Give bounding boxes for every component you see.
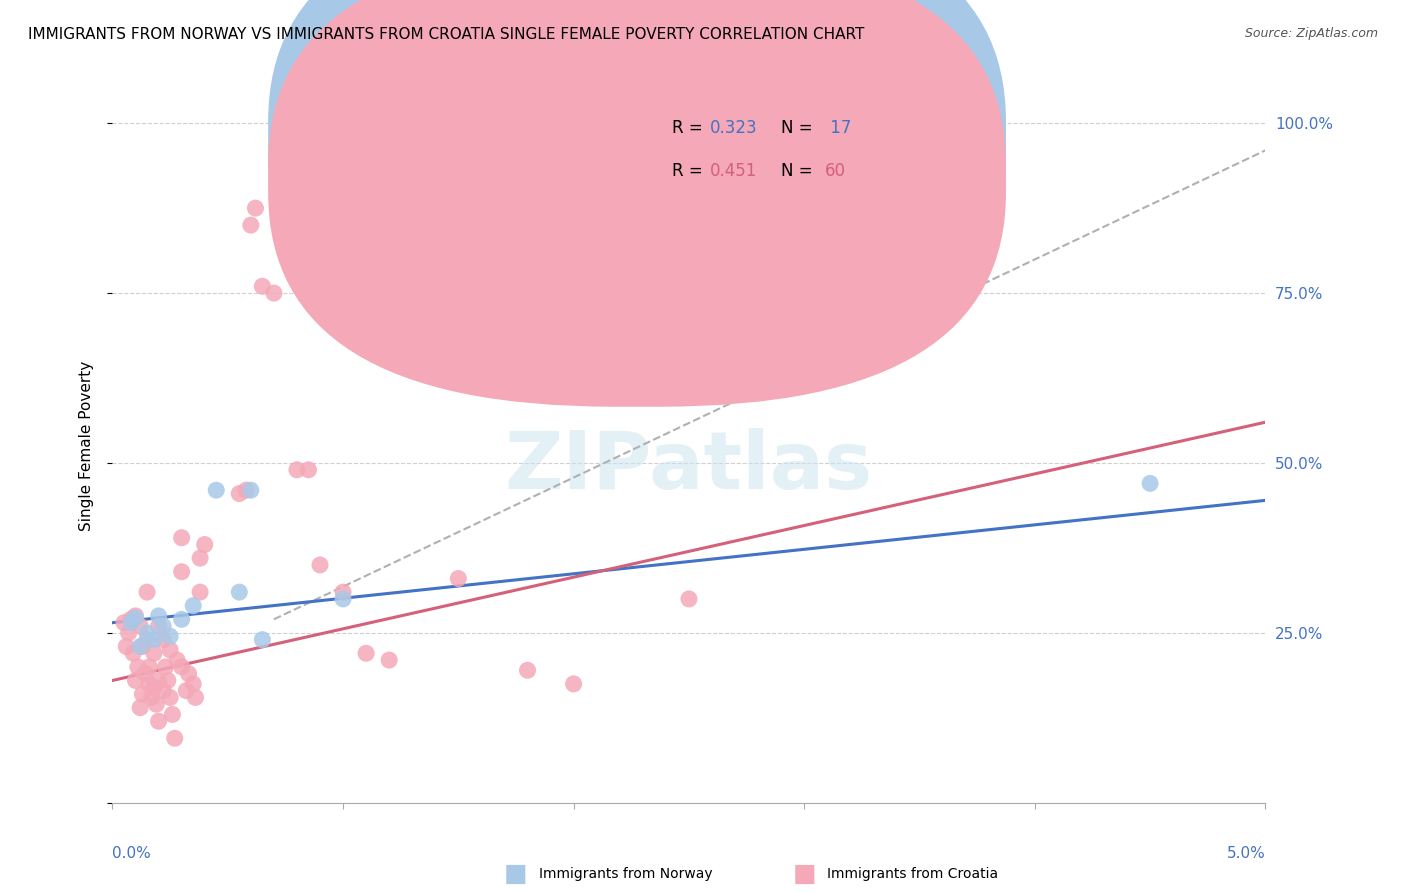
Point — [138, 660, 160, 674]
Point — [141, 690, 163, 705]
Point — [136, 626, 159, 640]
Point — [131, 687, 153, 701]
Point — [184, 690, 207, 705]
Text: ■: ■ — [505, 863, 527, 886]
Point — [181, 599, 204, 613]
Point — [245, 201, 267, 215]
FancyBboxPatch shape — [596, 103, 897, 214]
Point — [156, 673, 179, 688]
Point — [129, 700, 152, 714]
Point — [228, 585, 250, 599]
FancyBboxPatch shape — [269, 0, 1007, 407]
Point — [170, 531, 193, 545]
Point — [188, 551, 211, 566]
Point — [228, 486, 250, 500]
Text: Immigrants from Croatia: Immigrants from Croatia — [827, 867, 998, 881]
Point — [163, 731, 186, 746]
Point — [159, 643, 181, 657]
Text: ■: ■ — [793, 863, 815, 886]
Point — [136, 585, 159, 599]
Point — [124, 611, 146, 625]
Text: N =: N = — [782, 120, 818, 137]
Point — [155, 660, 177, 674]
Point — [152, 683, 174, 698]
Point — [115, 640, 138, 654]
Point — [124, 608, 146, 623]
Point — [129, 619, 152, 633]
Point — [447, 572, 470, 586]
Text: 60: 60 — [825, 162, 846, 180]
Text: Immigrants from Norway: Immigrants from Norway — [538, 867, 713, 881]
Point — [136, 632, 159, 647]
Point — [516, 663, 538, 677]
Text: R =: R = — [672, 162, 707, 180]
Point — [122, 646, 145, 660]
Text: 0.323: 0.323 — [710, 120, 758, 137]
Point — [562, 677, 585, 691]
Point — [562, 347, 585, 361]
Point — [239, 218, 262, 232]
Text: Source: ZipAtlas.com: Source: ZipAtlas.com — [1244, 27, 1378, 40]
Point — [120, 612, 142, 626]
Point — [143, 680, 166, 694]
Point — [309, 558, 332, 572]
Point — [354, 646, 377, 660]
Point — [127, 660, 149, 674]
Point — [181, 677, 204, 691]
Point — [148, 714, 170, 729]
Text: R =: R = — [672, 120, 707, 137]
Point — [120, 615, 142, 630]
Point — [170, 565, 193, 579]
Point — [145, 698, 167, 712]
Text: N =: N = — [782, 162, 818, 180]
Text: 0.451: 0.451 — [710, 162, 756, 180]
Text: IMMIGRANTS FROM NORWAY VS IMMIGRANTS FROM CROATIA SINGLE FEMALE POVERTY CORRELAT: IMMIGRANTS FROM NORWAY VS IMMIGRANTS FRO… — [28, 27, 865, 42]
Point — [332, 585, 354, 599]
Point — [297, 463, 319, 477]
Point — [332, 591, 354, 606]
Point — [134, 666, 156, 681]
Point — [239, 483, 262, 498]
FancyBboxPatch shape — [269, 0, 1007, 364]
Point — [1139, 476, 1161, 491]
Point — [678, 591, 700, 606]
Point — [285, 463, 308, 477]
Point — [378, 653, 401, 667]
Point — [235, 483, 257, 498]
Text: ZIPatlas: ZIPatlas — [505, 428, 873, 507]
Point — [143, 632, 166, 647]
Point — [177, 666, 200, 681]
Point — [162, 707, 184, 722]
Point — [124, 673, 146, 688]
Point — [138, 677, 160, 691]
Point — [170, 612, 193, 626]
Point — [148, 619, 170, 633]
Point — [159, 690, 181, 705]
Point — [131, 640, 153, 654]
Text: 5.0%: 5.0% — [1226, 846, 1265, 861]
Point — [148, 673, 170, 688]
Point — [252, 279, 274, 293]
Point — [166, 653, 188, 667]
Text: 0.0%: 0.0% — [112, 846, 152, 861]
Point — [252, 632, 274, 647]
Y-axis label: Single Female Poverty: Single Female Poverty — [79, 361, 94, 531]
Point — [170, 660, 193, 674]
Point — [152, 632, 174, 647]
Point — [174, 683, 197, 698]
Point — [205, 483, 228, 498]
Point — [129, 640, 152, 654]
Point — [117, 626, 139, 640]
Point — [188, 585, 211, 599]
Point — [152, 619, 174, 633]
Point — [585, 279, 607, 293]
Point — [159, 629, 181, 643]
Point — [112, 615, 135, 630]
Point — [148, 608, 170, 623]
Text: 17: 17 — [825, 120, 852, 137]
Point — [263, 286, 285, 301]
Point — [194, 537, 217, 551]
Point — [143, 646, 166, 660]
